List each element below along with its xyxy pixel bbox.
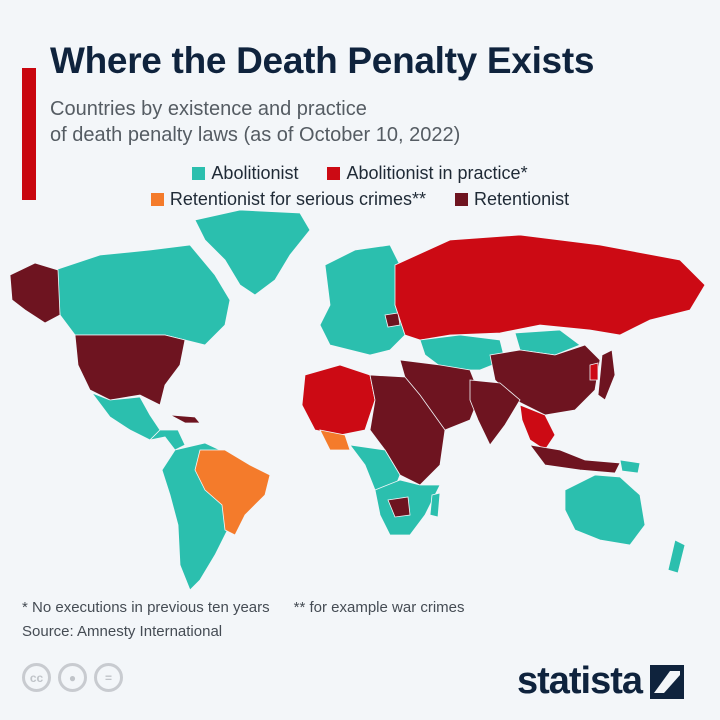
- region-png: [619, 459, 641, 474]
- region-mongolia: [514, 329, 581, 356]
- statista-mark-icon: [650, 664, 684, 699]
- footnotes: * No executions in previous ten years ** …: [22, 596, 489, 644]
- legend-label: Abolitionist in practice*: [346, 163, 528, 183]
- region-europe: [319, 244, 406, 356]
- legend: Abolitionist Abolitionist in practice* R…: [0, 160, 720, 212]
- region-japan: [597, 349, 616, 401]
- legend-label: Abolitionist: [211, 163, 299, 183]
- subtitle: Countries by existence and practice of d…: [50, 96, 460, 148]
- attribution-icon[interactable]: ●: [58, 663, 87, 692]
- region-india: [469, 379, 521, 446]
- statista-logo[interactable]: statista: [517, 660, 684, 703]
- region-west-africa-coast: [319, 429, 351, 451]
- region-usa: [74, 334, 186, 406]
- cc-icon[interactable]: cc: [22, 663, 51, 692]
- world-map: [9, 209, 706, 591]
- legend-label: Retentionist: [474, 189, 570, 209]
- legend-item-retentionist-serious: Retentionist for serious crimes**: [150, 186, 427, 212]
- region-alaska: [9, 262, 61, 324]
- region-madagascar: [429, 492, 441, 518]
- region-korea: [589, 362, 599, 381]
- legend-swatch: [327, 167, 341, 180]
- legend-swatch: [150, 193, 164, 206]
- legend-swatch: [192, 167, 206, 180]
- subtitle-line-2: of death penalty laws (as of October 10,…: [50, 124, 461, 146]
- source: Source: Amnesty International: [22, 623, 223, 640]
- region-new-zealand: [667, 539, 686, 574]
- logo-text: statista: [516, 660, 643, 702]
- region-north-africa-west: [301, 364, 376, 436]
- legend-item-retentionist: Retentionist: [455, 186, 569, 212]
- legend-item-abolitionist-in-practice: Abolitionist in practice*: [327, 160, 528, 186]
- region-indonesia: [529, 444, 621, 474]
- no-derivatives-icon[interactable]: =: [94, 663, 123, 692]
- region-brazil: [194, 449, 271, 536]
- region-russia: [394, 234, 706, 341]
- region-canada: [54, 244, 231, 346]
- region-belarus: [384, 312, 401, 328]
- footnote-2: ** for example war crimes: [293, 599, 465, 616]
- footnote-1: * No executions in previous ten years: [22, 599, 270, 616]
- license-icons: cc ● =: [22, 663, 123, 692]
- legend-item-abolitionist: Abolitionist: [192, 160, 298, 186]
- page-title: Where the Death Penalty Exists: [50, 40, 595, 81]
- region-australia: [564, 474, 646, 546]
- region-greenland: [194, 209, 311, 296]
- region-caribbean: [169, 414, 201, 424]
- subtitle-line-1: Countries by existence and practice: [50, 98, 367, 120]
- legend-label: Retentionist for serious crimes**: [169, 189, 427, 209]
- legend-swatch: [455, 193, 469, 206]
- region-central-america: [148, 429, 186, 451]
- accent-bar: [22, 68, 36, 200]
- region-botswana: [387, 496, 411, 518]
